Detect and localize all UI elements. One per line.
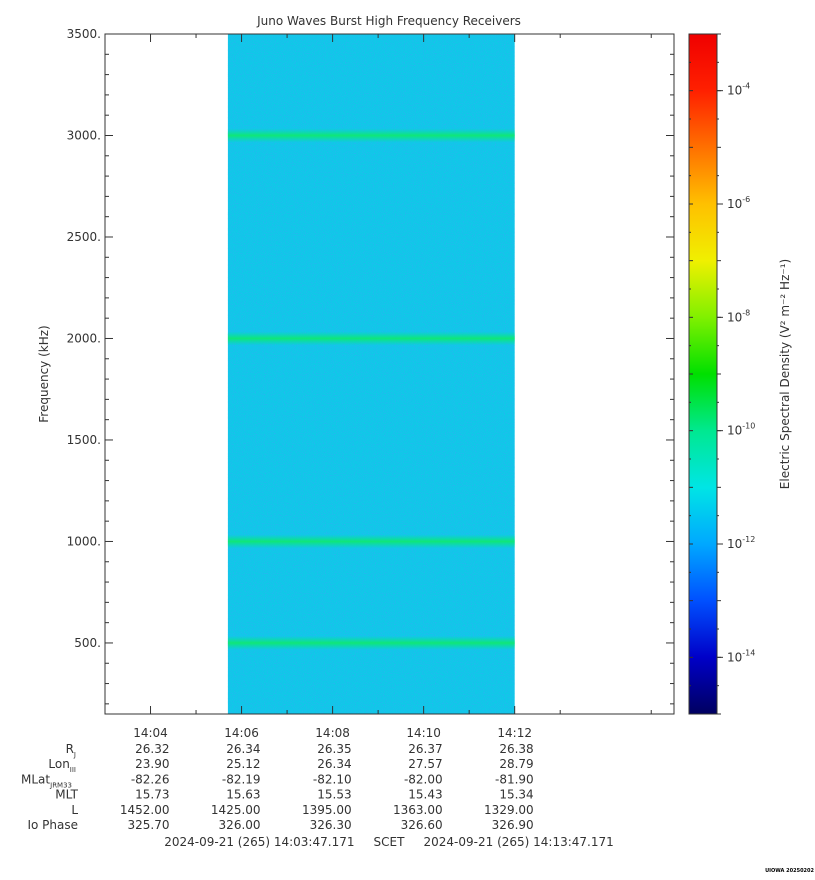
emission-band-1000 <box>227 534 515 549</box>
ephemeris-row-label: MLatJRM33 <box>21 772 72 789</box>
plot-area: 3500. 3000. 2500. 2000. 1500. 1000. 500. 14:04… <box>67 27 675 740</box>
colorbar-label-text: Electric Spectral Density (V² m⁻² Hz⁻¹) <box>778 259 792 489</box>
ephemeris-value: 26.38 <box>499 742 533 756</box>
y-tick-label: 1500. <box>67 433 101 447</box>
ephemeris-value: 26.34 <box>226 742 260 756</box>
colorbar-label: Electric Spectral Density (V² m⁻² Hz⁻¹) <box>778 259 792 489</box>
ephemeris-value: 325.70 <box>128 818 170 832</box>
ephemeris-value: 326.90 <box>492 818 534 832</box>
ephemeris-row-label: L <box>71 803 78 817</box>
ephemeris-value: 26.37 <box>408 742 442 756</box>
y-tick-label: 3500. <box>67 27 101 41</box>
x-tick-label: 14:12 <box>497 726 532 740</box>
ephemeris-row-label: LonIII <box>48 757 76 774</box>
time-range-label: 2024-09-21 (265) 14:03:47.171 SCET 2024-… <box>164 835 614 849</box>
spectrogram-data <box>227 34 515 714</box>
ephemeris-value: -82.10 <box>313 772 352 786</box>
ephemeris-value: 28.79 <box>499 757 533 771</box>
y-tick-label: 2500. <box>67 230 101 244</box>
y-tick-label: 500. <box>74 636 101 650</box>
ephemeris-value: 26.34 <box>317 757 351 771</box>
y-axis-label: Frequency (kHz) <box>37 325 51 422</box>
ephemeris-value: 1329.00 <box>484 803 534 817</box>
emission-band-3000 <box>227 128 515 143</box>
ephemeris-row-label: RJ <box>66 742 76 759</box>
x-tick-label: 14:06 <box>224 726 259 740</box>
colorbar-tick-label: 10-10 <box>727 422 755 438</box>
ephemeris-row-label: MLT <box>55 788 78 802</box>
plot-frame <box>104 33 675 715</box>
y-axis-ticks: 3500. 3000. 2500. 2000. 1500. 1000. 500. <box>67 27 674 705</box>
ephemeris-value: -82.26 <box>131 772 170 786</box>
colorbar-tick-label: 10-4 <box>727 82 750 98</box>
ephemeris-value: 26.32 <box>135 742 169 756</box>
ephemeris-value: 15.53 <box>317 788 351 802</box>
colorbar: 10-4 10-6 10-8 10-10 10-12 10-14 Electric Spe… <box>688 33 792 715</box>
colorbar-tick-label: 10-14 <box>727 648 755 664</box>
ephemeris-value: 23.90 <box>135 757 169 771</box>
ephemeris-value: -82.00 <box>404 772 443 786</box>
x-tick-label: 14:08 <box>315 726 350 740</box>
x-tick-label: 14:10 <box>406 726 441 740</box>
ephemeris-value: 1452.00 <box>120 803 170 817</box>
emission-band-500 <box>227 635 515 650</box>
ephemeris-value: 15.34 <box>499 788 533 802</box>
ephemeris-value: 25.12 <box>226 757 260 771</box>
spectrogram-noise <box>227 34 515 714</box>
ephemeris-value: 15.63 <box>226 788 260 802</box>
ephemeris-row-label: Io Phase <box>27 818 78 832</box>
ephemeris-value: 326.00 <box>219 818 261 832</box>
ephemeris-value: -81.90 <box>495 772 534 786</box>
x-axis-ticks: 14:04 14:06 14:08 14:10 14:12 <box>104 34 652 740</box>
ephemeris-value: 15.43 <box>408 788 442 802</box>
colorbar-tick-label: 10-12 <box>727 535 755 551</box>
colorbar-tick-label: 10-6 <box>727 195 750 211</box>
colorbar-ticks: 10-4 10-6 10-8 10-10 10-12 10-14 <box>689 33 755 715</box>
ephemeris-value: 326.30 <box>310 818 352 832</box>
colorbar-ramp <box>688 33 718 715</box>
credit-label: UIOWA 20250202 <box>765 868 814 874</box>
ephemeris-value: 15.73 <box>135 788 169 802</box>
ephemeris-value: 1395.00 <box>302 803 352 817</box>
emission-band-2000 <box>227 331 515 346</box>
y-tick-label: 3000. <box>67 128 101 142</box>
ephemeris-value: 27.57 <box>408 757 442 771</box>
ephemeris-value: 1363.00 <box>393 803 443 817</box>
ephemeris-value: 326.60 <box>401 818 443 832</box>
ephemeris-value: -82.19 <box>222 772 261 786</box>
ephemeris-value: 1425.00 <box>211 803 261 817</box>
y-tick-label: 2000. <box>67 331 101 345</box>
chart-title: Juno Waves Burst High Frequency Receiver… <box>256 14 521 28</box>
x-tick-label: 14:04 <box>133 726 168 740</box>
colorbar-tick-label: 10-8 <box>727 308 750 324</box>
y-tick-label: 1000. <box>67 534 101 548</box>
ephemeris-value: 26.35 <box>317 742 351 756</box>
